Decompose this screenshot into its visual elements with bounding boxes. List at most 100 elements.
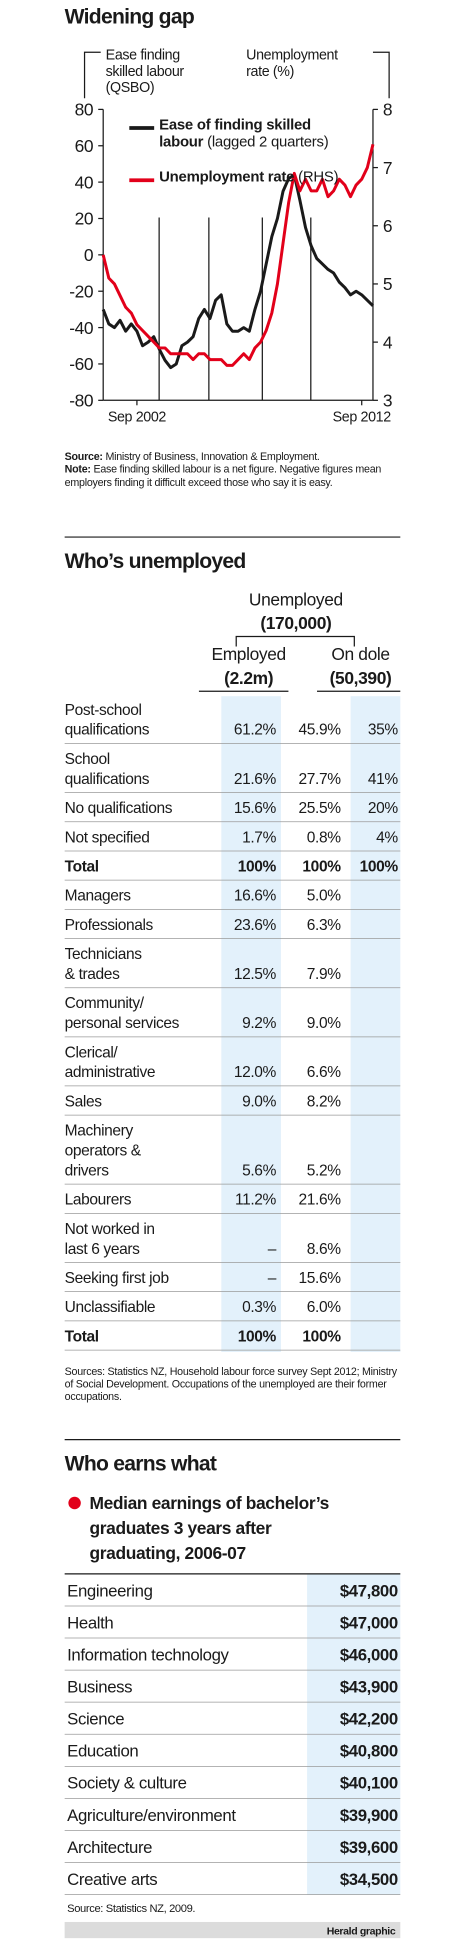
cell-value: 15.6%: [234, 800, 277, 817]
right-axis-bracket: [372, 51, 390, 99]
chart-source: Source: Ministry of Business, Innovation…: [65, 450, 408, 463]
row-label: Community/: [65, 995, 145, 1012]
earnings-value: $46,000: [340, 1645, 398, 1664]
y-tick-label: -80: [69, 391, 93, 411]
column-header: (2.2m): [224, 668, 273, 688]
y2-tick-label: 4: [383, 332, 393, 352]
chart-title: Widening gap: [65, 6, 195, 29]
earnings-label: Health: [67, 1613, 113, 1632]
y-tick-label: -60: [69, 354, 93, 374]
group-header: Unemployed: [249, 589, 343, 609]
row-label: Managers: [65, 888, 132, 905]
cell-value: 100%: [238, 858, 277, 875]
shade: [221, 696, 281, 1352]
cell-value: 23.6%: [234, 917, 277, 934]
earnings-heading: graduates 3 years after: [90, 1518, 272, 1538]
row-label: & trades: [65, 966, 120, 983]
y-tick-label: 40: [75, 172, 94, 192]
earnings-value: $34,500: [340, 1870, 398, 1889]
cell-value: –: [268, 1270, 277, 1287]
row-label: Machinery: [65, 1123, 134, 1140]
earnings-value: $42,200: [340, 1710, 398, 1729]
cell-value: 100%: [302, 1328, 341, 1345]
row-label: operators &: [65, 1143, 142, 1160]
y2-tick-label: 6: [383, 216, 392, 236]
series-line: [101, 173, 375, 370]
cell-value: 35%: [368, 722, 399, 739]
cell-value: 0.3%: [242, 1299, 276, 1316]
y2-axis-label: rate (%): [246, 64, 294, 80]
footer-credit: Herald graphic: [327, 1925, 396, 1937]
y-tick-label: 20: [75, 209, 94, 229]
chart-notes: Source: Ministry of Business, Innovation…: [65, 450, 408, 489]
row-label: Post-school: [65, 702, 142, 719]
column-shading: [221, 696, 401, 1352]
legend-entry: Ease of finding skilled labour (lagged 2…: [159, 117, 345, 151]
source-text: Ministry of Business, Innovation & Emplo…: [105, 450, 320, 463]
sources-text: Sources: Statistics NZ, Household labour…: [64, 1364, 397, 1403]
cell-value: 4%: [376, 829, 398, 846]
row-label: Total: [65, 1328, 99, 1345]
row-label: Seeking first job: [65, 1270, 169, 1287]
y-tick-label: 80: [75, 100, 94, 120]
earnings-heading: Median earnings of bachelor’s: [90, 1493, 329, 1513]
legend-note: (lagged 2 quarters): [207, 132, 329, 150]
row-label: No qualifications: [65, 800, 173, 817]
cell-value: 15.6%: [299, 1270, 342, 1287]
y2-tick-label: 7: [383, 158, 392, 178]
cell-value: 21.6%: [299, 1192, 342, 1209]
cell-value: 1.7%: [242, 829, 276, 846]
row-label: Total: [65, 858, 99, 875]
cell-value: 12.0%: [234, 1064, 277, 1081]
earnings-value: $47,800: [340, 1581, 398, 1600]
cell-value: 6.6%: [307, 1064, 341, 1081]
legend-entry: Unemployment rate (RHS): [159, 169, 345, 186]
table-sources-body: Sources: Statistics NZ, Household labour…: [65, 1364, 408, 1403]
y-axis-label: skilled labour: [106, 64, 185, 80]
legend-name: Ease of finding skilled labour: [159, 116, 311, 150]
x-tick-label: Sep 2012: [333, 409, 392, 425]
bullet: [68, 1496, 81, 1510]
cell-value: 45.9%: [299, 722, 342, 739]
row-label: drivers: [65, 1162, 110, 1179]
row-label: personal services: [65, 1015, 180, 1032]
cell-value: 9.0%: [242, 1093, 276, 1110]
row-label: Unclassifiable: [65, 1299, 156, 1316]
x-tick-label: Sep 2002: [108, 409, 167, 425]
earnings-value: $43,900: [340, 1677, 398, 1696]
cell-value: 100%: [238, 1328, 277, 1345]
column-header: (50,390): [330, 668, 392, 688]
cell-value: 5.6%: [242, 1162, 276, 1179]
earnings-label: Business: [67, 1677, 132, 1696]
earnings-label: Architecture: [67, 1838, 152, 1857]
cell-value: 7.9%: [307, 966, 341, 983]
chart-note: Note: Ease finding skilled labour is a n…: [65, 463, 408, 489]
legend-entry-body: Ease of finding skilled labour (lagged 2…: [159, 117, 345, 151]
cell-value: 41%: [368, 771, 399, 788]
cell-value: 5.0%: [307, 888, 341, 905]
shade: [350, 696, 401, 1352]
earnings-value: $39,600: [340, 1838, 398, 1857]
cell-value: 100%: [360, 858, 399, 875]
cell-value: 0.8%: [307, 829, 341, 846]
column-header: On dole: [331, 644, 389, 664]
cell-value: 6.3%: [307, 917, 341, 934]
row-label: Not worked in: [65, 1221, 155, 1238]
legend-entry-body: Unemployment rate (RHS): [159, 169, 345, 186]
footer-bar: [64, 1921, 401, 1939]
y2-axis-label: Unemployment: [246, 48, 338, 64]
cell-value: 9.0%: [307, 1015, 341, 1032]
cell-value: 100%: [302, 858, 341, 875]
cell-value: 27.7%: [299, 771, 342, 788]
note-label: Note:: [64, 462, 91, 476]
y2-tick-label: 3: [383, 391, 392, 411]
earnings-label: Science: [67, 1710, 124, 1729]
legend-note: (RHS): [298, 169, 339, 186]
cell-value: 16.6%: [234, 888, 277, 905]
series-line: [101, 143, 375, 367]
row-label: qualifications: [65, 771, 150, 788]
cell-value: 8.6%: [307, 1241, 341, 1258]
left-axis-bracket: [83, 51, 101, 99]
earnings-label: Engineering: [67, 1581, 152, 1600]
